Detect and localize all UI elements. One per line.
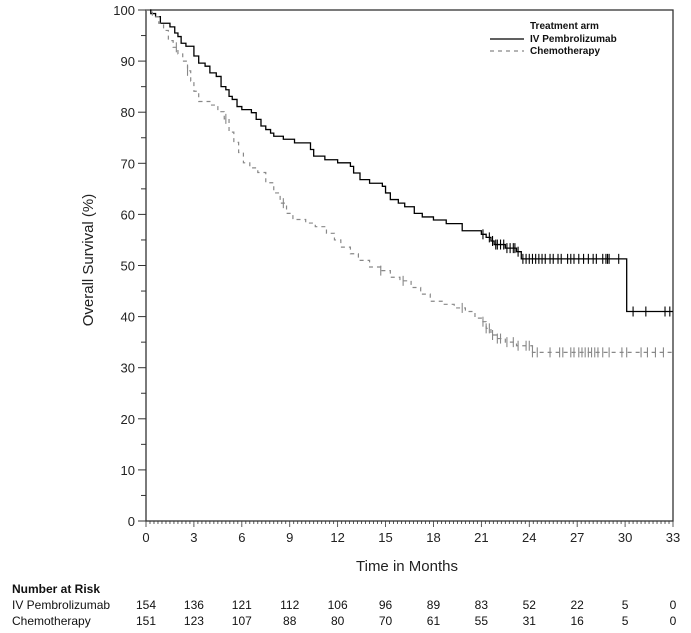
risk-value: 89 [426,598,441,612]
risk-value: 112 [280,598,300,612]
legend: Treatment arm IV Pembrolizumab Chemother… [490,21,617,57]
risk-value: 151 [135,614,157,628]
y-tick-label: 60 [121,207,135,222]
risk-value: 154 [135,598,157,612]
x-tick-label: 6 [238,530,245,545]
risk-value: 5 [621,614,629,628]
risk-value: 0 [669,598,677,612]
y-tick-label: 10 [121,463,135,478]
x-tick-label: 12 [330,530,344,545]
x-tick-label: 33 [666,530,680,545]
y-tick-label: 0 [128,514,135,529]
x-axis: 0 3 6 9 12 15 18 21 24 27 30 33 [142,521,680,545]
risk-value: 106 [327,598,348,612]
x-tick-label: 30 [618,530,632,545]
x-tick-label: 9 [286,530,293,545]
x-tick-label: 21 [474,530,488,545]
risk-value: 121 [231,598,252,612]
risk-value: 0 [669,614,677,628]
y-tick-label: 80 [121,105,135,120]
km-curve-chemotherapy [146,9,673,353]
y-tick-label: 50 [121,259,135,274]
risk-value: 52 [522,598,536,612]
risk-value: 5 [621,598,629,612]
x-tick-label: 0 [142,530,149,545]
risk-table-title: Number at Risk [12,582,101,596]
x-tick-label: 15 [378,530,392,545]
y-tick-label: 100 [113,3,135,18]
risk-value: 107 [231,614,252,628]
y-tick-label: 70 [121,156,135,171]
x-tick-label: 3 [190,530,197,545]
risk-value: 70 [378,614,393,628]
risk-value: 96 [378,598,393,612]
legend-title: Treatment arm [530,21,599,32]
y-tick-label: 40 [121,310,135,325]
risk-value: 136 [183,598,204,612]
y-tick-label: 20 [121,412,135,427]
risk-value: 31 [522,614,536,628]
y-axis: 0 10 20 30 40 50 60 70 80 90 100 [113,3,146,529]
risk-value: 22 [570,598,584,612]
risk-value: 55 [474,614,489,628]
x-axis-title: Time in Months [356,558,458,575]
risk-value: 83 [474,598,489,612]
risk-row-label-chemotherapy: Chemotherapy [12,614,91,628]
x-tick-label: 27 [570,530,584,545]
risk-value: 61 [426,614,441,628]
risk-value: 88 [283,614,297,628]
y-axis-title: Overall Survival (%) [80,194,97,327]
x-tick-label: 18 [426,530,440,545]
risk-row-label-pembrolizumab: IV Pembrolizumab [12,598,111,612]
y-tick-label: 90 [121,54,135,69]
risk-value: 80 [330,614,345,628]
survival-curves [146,9,673,358]
risk-value: 16 [570,614,584,628]
legend-label-chemotherapy: Chemotherapy [530,46,600,57]
y-tick-label: 30 [121,361,135,376]
km-curve-iv-pembrolizumab [146,9,673,313]
risk-value: 123 [183,614,204,628]
legend-label-pembrolizumab: IV Pembrolizumab [530,34,617,45]
x-tick-label: 24 [522,530,536,545]
